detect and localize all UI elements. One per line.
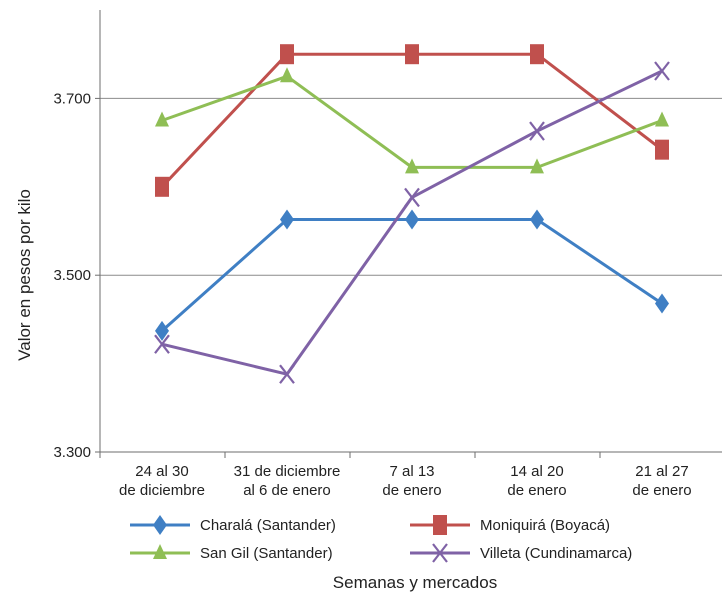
- legend-item: San Gil (Santander): [130, 544, 333, 562]
- series-3-point: [280, 67, 294, 83]
- y-axis-title: Valor en pesos por kilo: [15, 189, 34, 361]
- series-1-point: [155, 320, 169, 341]
- legend-label: Villeta (Cundinamarca): [480, 545, 632, 562]
- marker-stroke: [654, 61, 670, 81]
- marker-stroke: [529, 121, 545, 141]
- x-tick-label: 7 al 13: [389, 463, 434, 480]
- series-2-point: [155, 176, 169, 197]
- marker-stroke: [432, 543, 448, 563]
- series-4-point: [654, 61, 670, 81]
- x-tick-label: de enero: [507, 482, 566, 499]
- x-tick-label: 21 al 27: [635, 463, 688, 480]
- y-tick-label: 3.300: [53, 444, 91, 461]
- legend-swatch-marker: [433, 515, 447, 535]
- series-lines: [154, 44, 670, 384]
- legend-label: Charalá (Santander): [200, 517, 336, 534]
- x-tick-label: 31 de diciembre: [234, 463, 341, 480]
- series-1-point: [655, 293, 669, 314]
- series-3-point: [155, 111, 169, 127]
- legend: Charalá (Santander) Moniquirá (Boyacá) San…: [130, 515, 632, 563]
- x-tick-label: 14 al 20: [510, 463, 563, 480]
- x-tick-label: de enero: [382, 482, 441, 499]
- series-3-point: [405, 158, 419, 174]
- series-2-point: [655, 139, 669, 160]
- legend-swatch-marker: [153, 515, 167, 535]
- x-tick-label: de diciembre: [119, 482, 205, 499]
- series-3-line: [161, 74, 663, 169]
- x-tick-label: al 6 de enero: [243, 482, 331, 499]
- marker-stroke: [404, 187, 420, 208]
- y-tick-label: 3.700: [53, 90, 91, 107]
- series-1-point: [530, 209, 544, 230]
- legend-swatch-marker: [153, 544, 167, 559]
- y-tick-labels: 3.300 3.500 3.700: [53, 90, 91, 461]
- series-3-point: [530, 158, 544, 174]
- legend-item: Charalá (Santander): [130, 515, 336, 535]
- series-1-point: [405, 209, 419, 230]
- legend-label: San Gil (Santander): [200, 545, 333, 562]
- series-2-point: [530, 44, 544, 65]
- series-2-point: [280, 44, 294, 65]
- axes: [95, 10, 722, 458]
- legend-item: Villeta (Cundinamarca): [410, 543, 632, 563]
- series-3-point: [655, 111, 669, 127]
- legend-item: Moniquirá (Boyacá): [410, 515, 610, 535]
- series-1-point: [280, 209, 294, 230]
- legend-label: Moniquirá (Boyacá): [480, 517, 610, 534]
- y-tick-label: 3.500: [53, 267, 91, 284]
- series-4-point: [529, 121, 545, 141]
- series-4-point: [404, 187, 420, 208]
- x-tick-label: 24 al 30: [135, 463, 188, 480]
- x-axis-title: Semanas y mercados: [333, 573, 497, 592]
- series-4-point: [154, 334, 170, 354]
- x-tick-labels: 24 al 30 de diciembre 31 de diciembre al 6 …: [119, 463, 692, 499]
- series-2-point: [405, 44, 419, 65]
- x-tick-label: de enero: [632, 482, 691, 499]
- series-4-point: [279, 364, 295, 384]
- legend-swatch-marker: [432, 543, 448, 563]
- marker-stroke: [154, 334, 170, 354]
- marker-stroke: [279, 364, 295, 384]
